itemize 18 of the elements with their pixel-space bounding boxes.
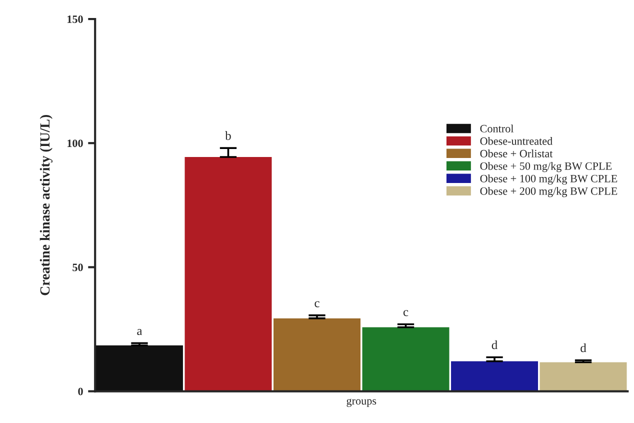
- legend-label: Obese + 50 mg/kg BW CPLE: [480, 162, 612, 172]
- y-tick-label: 50: [72, 264, 83, 272]
- annotation: a: [137, 329, 142, 336]
- x-axis-title: groups: [346, 398, 376, 407]
- legend-label: Control: [480, 124, 514, 132]
- annotation: d: [580, 343, 586, 352]
- legend-label: Obese-untreated: [480, 137, 552, 145]
- y-tick-label: 150: [68, 16, 83, 23]
- annotation: d: [492, 340, 498, 350]
- legend-label: Obese + 100 mg/kg BW CPLE: [480, 174, 618, 185]
- annotation: b: [225, 131, 231, 140]
- y-tick-label: 0: [78, 388, 83, 396]
- y-axis-title: Creatine kinase activity (IU/L): [40, 115, 52, 296]
- legend-label: Obese + 200 mg/kg BW CPLE: [480, 187, 618, 198]
- annotation: c: [403, 310, 408, 316]
- annotation: c: [314, 301, 320, 308]
- y-tick-label: 100: [68, 140, 83, 148]
- legend-label: Obese + Orlistat: [480, 150, 553, 158]
